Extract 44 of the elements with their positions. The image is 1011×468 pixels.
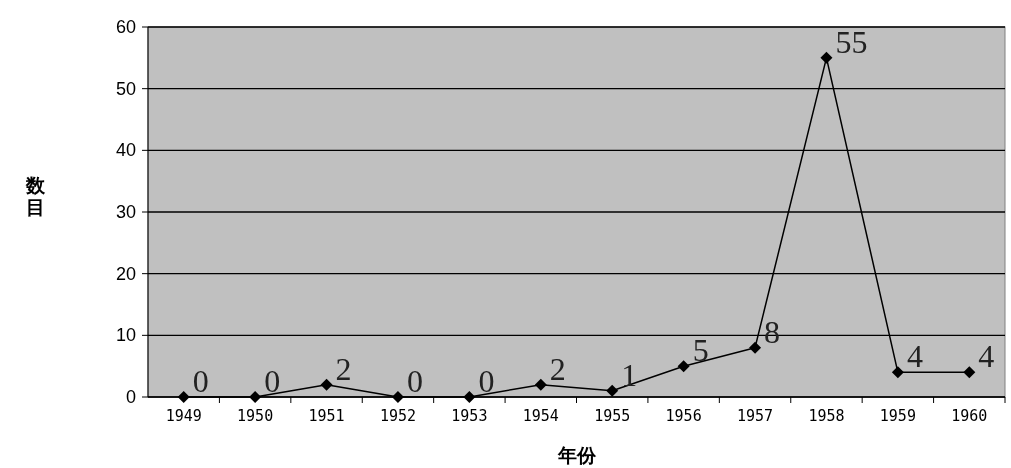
point (749, 341, 762, 354)
x-tick-label: 1953 (451, 407, 488, 425)
x-tick-label: 1951 (308, 407, 345, 425)
data-label: 4 (906, 338, 923, 375)
x-tick-label: 1952 (379, 407, 417, 425)
y-tick-label: 0 (125, 387, 136, 407)
point (177, 391, 190, 403)
data-label: 0 (192, 363, 209, 399)
point (677, 360, 690, 373)
y-tick-label: 20 (115, 263, 136, 284)
point (963, 366, 976, 379)
data-label: 5 (692, 332, 709, 369)
point (534, 378, 547, 391)
data-label: 2 (335, 350, 352, 387)
y-tick-label: 30 (115, 202, 136, 222)
x-tick-label: 1958 (808, 407, 845, 425)
data-label: 4 (978, 338, 995, 375)
x-tick-label: 1959 (879, 407, 916, 425)
x-tick-label: 1954 (522, 407, 559, 425)
point (820, 51, 833, 64)
point (249, 391, 262, 403)
data-label: 2 (549, 350, 566, 387)
point (891, 366, 904, 379)
point (391, 391, 404, 403)
y-tick-label: 60 (115, 17, 136, 37)
y-tick-label: 10 (115, 325, 136, 346)
x-tick-label: 1950 (237, 407, 274, 425)
y-tick-label: 50 (115, 78, 136, 99)
data-label: 1 (621, 356, 638, 393)
point (320, 378, 333, 391)
x-tick-label: 1960 (951, 407, 988, 425)
x-tick-label: 1957 (736, 407, 774, 425)
data-label: 55 (835, 23, 868, 60)
data-label: 0 (264, 363, 281, 399)
x-tick-label: 1955 (594, 407, 631, 425)
point (463, 391, 476, 403)
data-label: 0 (478, 363, 495, 399)
point (606, 384, 619, 397)
x-tick-label: 1956 (665, 407, 702, 425)
x-tick-label: 1949 (165, 407, 202, 425)
x-axis-title: 年份 (556, 444, 597, 466)
y-tick-label: 40 (115, 140, 136, 161)
data-label: 0 (406, 363, 423, 399)
y-axis-title: 数目 (24, 174, 46, 218)
